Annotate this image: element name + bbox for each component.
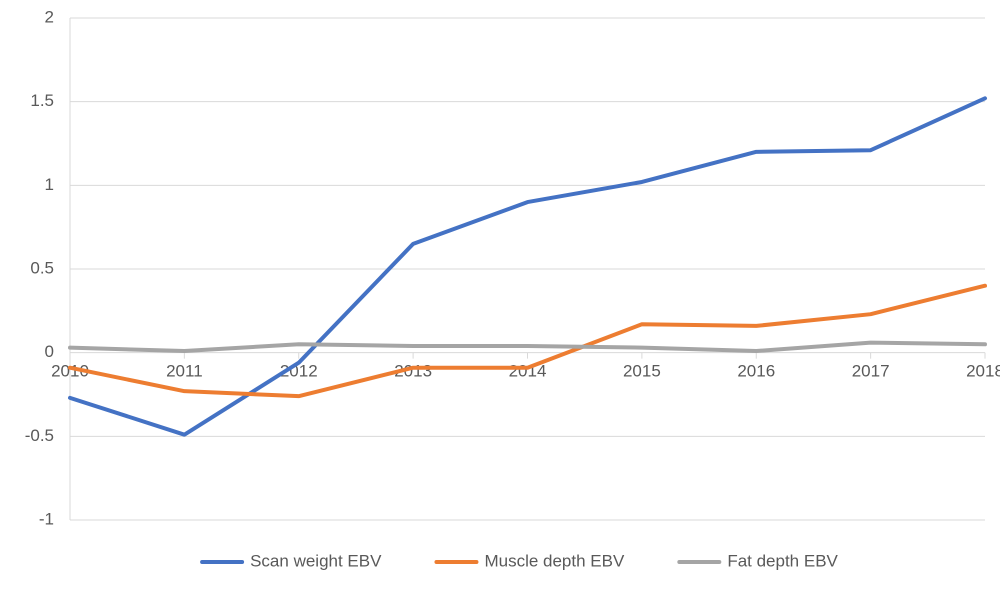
x-tick-label: 2018: [966, 362, 1000, 381]
legend-label: Fat depth EBV: [727, 551, 838, 570]
y-tick-label: 2: [45, 7, 54, 26]
x-tick-label: 2017: [852, 362, 890, 381]
line-chart: -1-0.500.511.522010201120122013201420152…: [0, 0, 1000, 591]
chart-background: [0, 0, 1000, 591]
x-tick-label: 2011: [166, 362, 203, 381]
chart-svg: -1-0.500.511.522010201120122013201420152…: [0, 0, 1000, 591]
y-tick-label: 1: [45, 175, 54, 194]
y-tick-label: -0.5: [25, 426, 54, 445]
legend-label: Muscle depth EBV: [484, 551, 625, 570]
y-tick-label: -1: [39, 509, 54, 528]
x-tick-label: 2015: [623, 362, 661, 381]
y-tick-label: 0: [45, 342, 54, 361]
legend-label: Scan weight EBV: [250, 551, 382, 570]
y-tick-label: 0.5: [30, 258, 54, 277]
x-tick-label: 2016: [737, 362, 775, 381]
y-tick-label: 1.5: [30, 91, 54, 110]
